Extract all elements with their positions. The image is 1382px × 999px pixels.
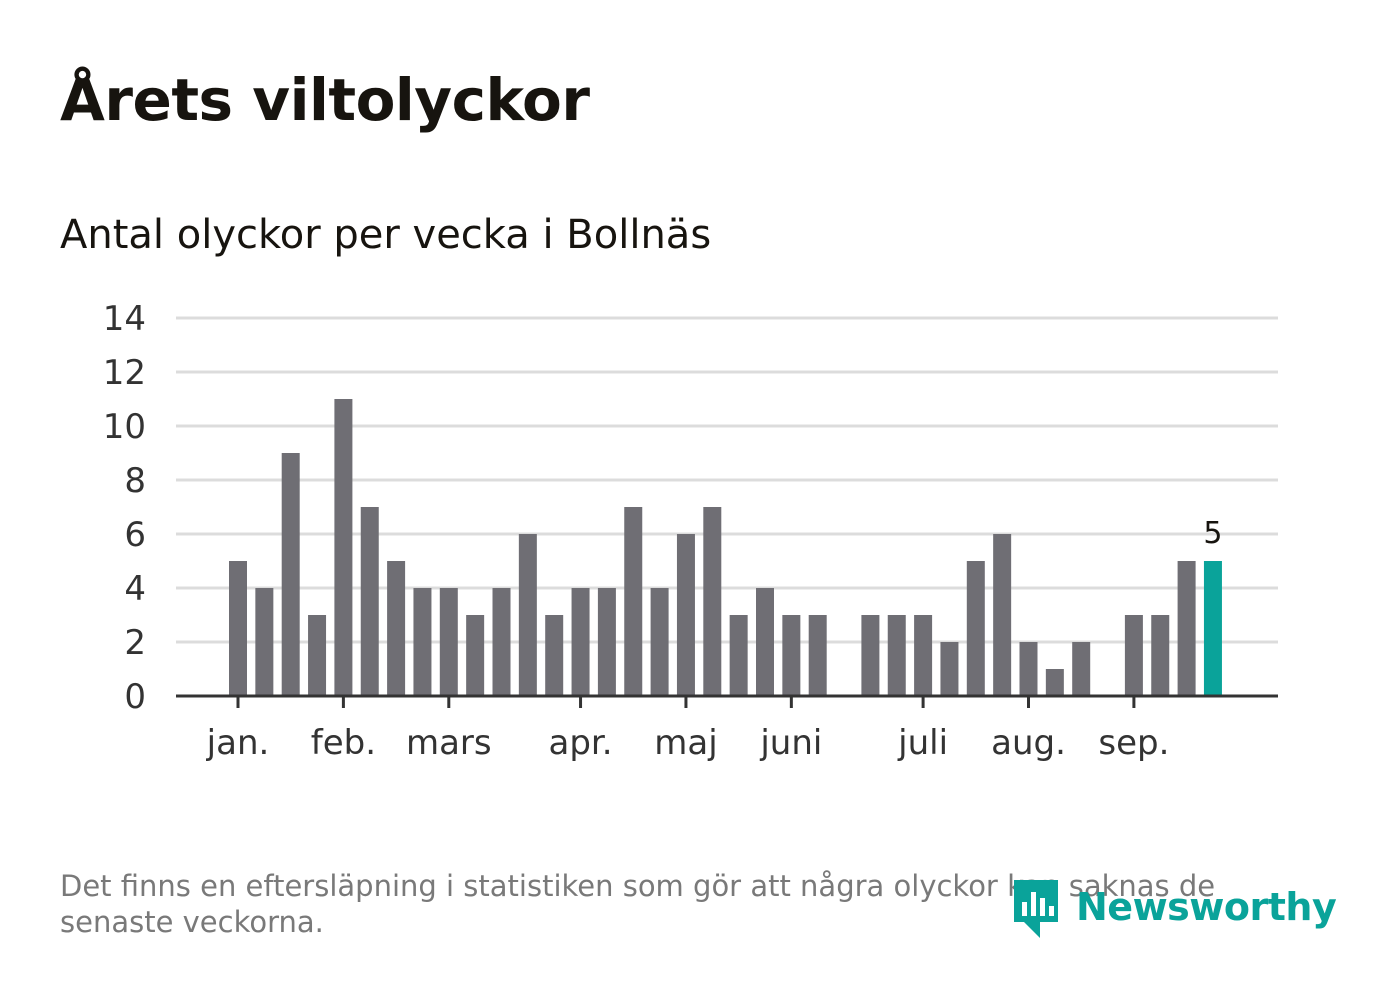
- bar: [1151, 615, 1170, 696]
- grid-lines: [176, 316, 1278, 644]
- logo-text: Newsworthy: [1076, 885, 1337, 929]
- bar: [413, 588, 432, 696]
- x-tick-label: sep.: [1098, 723, 1169, 763]
- bar: [308, 615, 327, 696]
- bar: [650, 588, 669, 696]
- chart-subtitle: Antal olyckor per vecka i Bollnäs: [60, 212, 712, 258]
- y-tick-label: 8: [124, 461, 146, 501]
- bar: [887, 615, 906, 696]
- bar: [1124, 615, 1143, 696]
- data-label: 5: [1203, 516, 1222, 551]
- bar: [729, 615, 748, 696]
- bar: [624, 507, 643, 696]
- y-axis-ticks: 0 2 4 6 8 10 12 14: [103, 299, 146, 717]
- bar: [966, 561, 985, 696]
- bar: [545, 615, 564, 696]
- y-tick-label: 6: [124, 515, 146, 555]
- bar: [756, 588, 774, 696]
- bar: [360, 507, 379, 696]
- y-tick-label: 10: [103, 407, 146, 447]
- bar: [1045, 669, 1064, 696]
- chart-title: Årets viltolyckor: [60, 66, 590, 134]
- y-tick-label: 4: [124, 569, 146, 609]
- bar: [466, 615, 485, 696]
- bar: [993, 534, 1012, 696]
- bar: [1072, 642, 1091, 696]
- bar: [703, 507, 722, 696]
- bar: [571, 588, 590, 696]
- y-tick-label: 0: [124, 677, 146, 717]
- x-axis-ticks: jan. feb. mars apr. maj juni juli aug. sep.: [206, 696, 1169, 763]
- y-tick-label: 14: [103, 299, 146, 339]
- bar: [492, 588, 511, 696]
- data-labels: 5: [1203, 516, 1222, 551]
- bar: [439, 588, 458, 696]
- x-tick-label: jan.: [206, 723, 270, 763]
- x-tick-label: juni: [759, 723, 822, 763]
- bar: [914, 615, 933, 696]
- bar: [281, 453, 300, 696]
- bar: [334, 399, 353, 696]
- bar: [1177, 561, 1196, 696]
- x-tick-label: juli: [897, 723, 948, 763]
- x-tick-label: feb.: [311, 723, 376, 763]
- bar: [676, 534, 695, 696]
- newsworthy-logo: Newsworthy: [1010, 872, 1337, 942]
- bar: [255, 588, 274, 696]
- bar: [518, 534, 537, 696]
- newsworthy-logo-icon: [1014, 880, 1058, 938]
- bar-chart: 0 2 4 6 8 10 12 14 jan. feb. mars apr. maj juni juli a…: [103, 299, 1278, 763]
- bars: [229, 399, 1222, 696]
- bar: [229, 561, 247, 696]
- bar: [387, 561, 406, 696]
- y-tick-label: 12: [103, 353, 146, 393]
- bar: [1019, 642, 1038, 696]
- bar-latest-week: [1203, 561, 1222, 696]
- x-tick-label: mars: [406, 723, 492, 763]
- bar: [782, 615, 801, 696]
- bar: [861, 615, 880, 696]
- x-tick-label: maj: [654, 723, 717, 763]
- y-tick-label: 2: [124, 623, 146, 663]
- x-tick-label: apr.: [549, 723, 613, 763]
- bar: [940, 642, 959, 696]
- bar: [597, 588, 616, 696]
- bar: [808, 615, 827, 696]
- x-tick-label: aug.: [991, 723, 1066, 763]
